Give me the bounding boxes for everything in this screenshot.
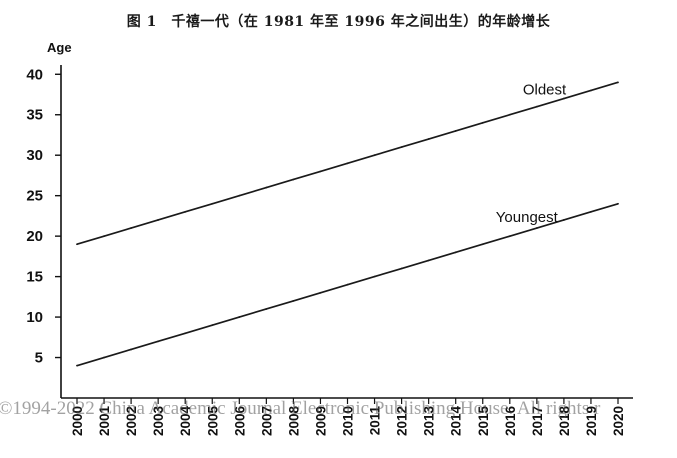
- x-tick-label: 2007: [259, 406, 274, 436]
- data-point-youngest: [590, 210, 592, 213]
- data-point-youngest: [563, 219, 565, 221]
- x-tick-label: 2004: [178, 406, 193, 437]
- data-point-oldest: [590, 89, 592, 92]
- x-tick-label: 2018: [557, 406, 572, 437]
- y-tick-label: 40: [26, 66, 43, 83]
- data-point-youngest: [373, 275, 376, 278]
- data-point-youngest: [617, 202, 619, 205]
- x-ticks: 2000 2001 2002 2003 2004 2005 2006 2007 2008 2009…: [70, 398, 626, 436]
- axes: [60, 65, 633, 399]
- x-tick-label: 2015: [476, 406, 491, 437]
- chart-title: 图 1 千禧一代（在 1981 年至 1996 年之间出生）的年龄增长: [126, 14, 551, 30]
- x-tick-label: 2019: [584, 406, 599, 436]
- data-point-oldest: [265, 186, 268, 189]
- data-point-youngest: [535, 227, 538, 229]
- data-point-oldest: [617, 81, 619, 84]
- series-label-oldest: Oldest: [523, 82, 567, 99]
- y-tick-label: 10: [26, 309, 43, 326]
- y-tick-label: 15: [26, 269, 43, 286]
- y-tick-label: 30: [26, 147, 43, 164]
- data-point-oldest: [373, 154, 376, 157]
- x-tick-label: 2017: [530, 406, 545, 436]
- data-point-oldest: [292, 178, 295, 181]
- x-tick-label: 2003: [151, 406, 166, 437]
- x-tick-label: 2009: [313, 406, 328, 436]
- y-ticks: 5 10 15 20 25 30 35 40: [26, 66, 61, 367]
- data-point-youngest: [508, 235, 511, 238]
- watermark: ©1994-2022 China Academic Journal Electr…: [0, 398, 601, 419]
- data-point-oldest: [238, 194, 241, 197]
- y-tick-label: 5: [35, 350, 43, 367]
- data-point-youngest: [211, 324, 214, 327]
- data-point-youngest: [319, 291, 322, 294]
- x-tick-label: 2020: [611, 406, 626, 436]
- data-point-oldest: [481, 121, 484, 124]
- data-point-oldest: [319, 170, 322, 173]
- data-point-oldest: [103, 235, 105, 238]
- x-tick-label: 2006: [232, 406, 247, 437]
- data-point-oldest: [157, 219, 160, 221]
- x-tick-label: 2000: [70, 406, 85, 436]
- x-tick-label: 2010: [341, 406, 356, 436]
- x-tick-label: 2002: [124, 406, 139, 436]
- data-point-oldest: [346, 162, 349, 165]
- data-point-youngest: [76, 364, 78, 367]
- y-tick-label: 20: [26, 228, 43, 245]
- x-tick-label: 2005: [205, 406, 220, 437]
- x-tick-label: 2016: [503, 406, 518, 437]
- data-point-oldest: [508, 113, 511, 116]
- data-point-oldest: [535, 105, 538, 108]
- data-point-youngest: [400, 267, 403, 270]
- y-tick-label: 25: [26, 188, 43, 205]
- x-tick-label: 2012: [395, 406, 410, 436]
- data-point-youngest: [427, 259, 430, 262]
- y-tick-label: 35: [26, 107, 43, 124]
- data-point-youngest: [238, 316, 241, 318]
- data-point-youngest: [265, 308, 268, 310]
- data-point-oldest: [184, 210, 187, 213]
- data-point-oldest: [427, 138, 430, 140]
- data-point-youngest: [346, 283, 349, 286]
- x-tick-label: 2008: [286, 406, 301, 437]
- data-point-youngest: [130, 348, 133, 351]
- data-point-youngest: [103, 356, 105, 359]
- x-tick-label: 2013: [422, 406, 437, 437]
- data-point-oldest: [563, 97, 565, 100]
- y-axis-label: Age: [47, 40, 72, 55]
- x-tick-label: 2001: [97, 406, 112, 437]
- data-point-youngest: [184, 332, 187, 335]
- data-point-oldest: [76, 243, 78, 246]
- x-tick-label: 2014: [449, 406, 464, 437]
- series-lines: Oldest Youngest: [76, 81, 619, 367]
- data-point-youngest: [157, 340, 160, 343]
- data-point-oldest: [211, 202, 214, 205]
- data-point-oldest: [130, 227, 133, 229]
- data-point-youngest: [292, 299, 295, 302]
- data-point-oldest: [400, 146, 403, 149]
- series-label-youngest: Youngest: [496, 209, 559, 226]
- data-point-oldest: [454, 130, 457, 132]
- data-point-youngest: [481, 243, 484, 246]
- data-point-youngest: [454, 251, 457, 254]
- x-tick-label: 2011: [368, 406, 383, 436]
